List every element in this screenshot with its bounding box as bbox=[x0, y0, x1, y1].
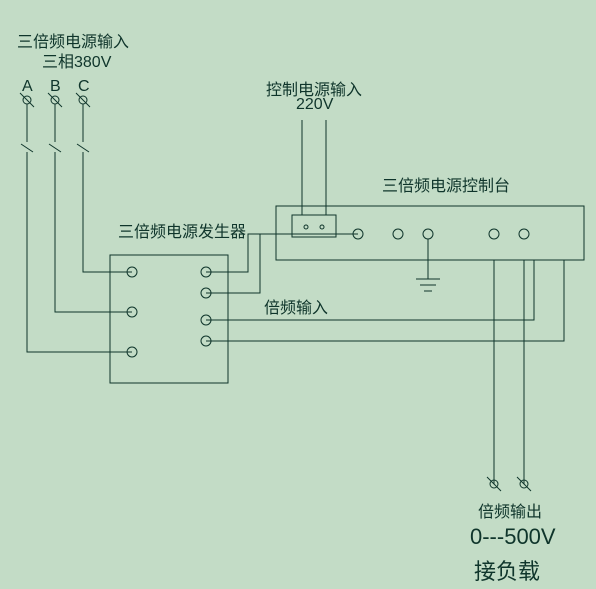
output-label1: 倍频输出 bbox=[478, 498, 542, 522]
phase-c-label: C bbox=[78, 78, 90, 96]
control-input-title2: 220V bbox=[296, 96, 333, 114]
phase-a-label: A bbox=[22, 78, 33, 96]
input3x-title2: 三相380V bbox=[42, 48, 111, 72]
controller-label: 三倍频电源控制台 bbox=[382, 172, 510, 196]
output-label3: 接负载 bbox=[474, 554, 540, 586]
output-label2: 0---500V bbox=[470, 524, 556, 550]
phase-b-label: B bbox=[50, 78, 61, 96]
generator-label: 三倍频电源发生器 bbox=[118, 218, 246, 242]
midlabel: 倍频输入 bbox=[264, 294, 328, 318]
